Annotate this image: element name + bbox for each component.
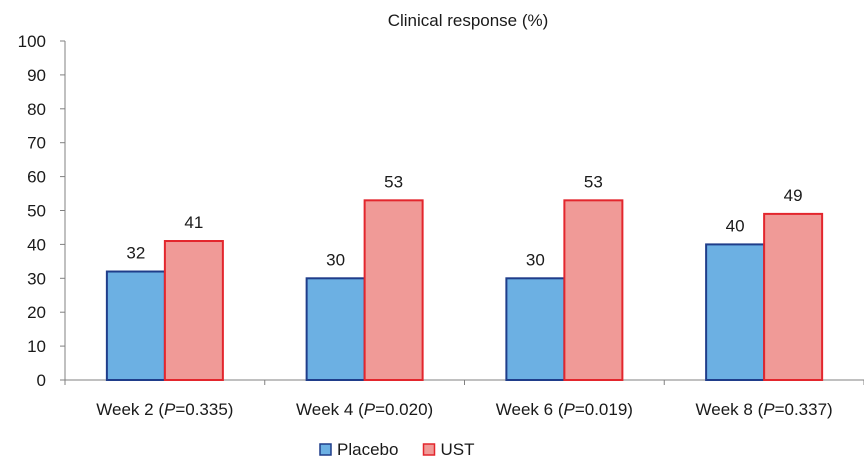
- y-tick-label: 50: [27, 202, 46, 221]
- bar-ust: [363, 199, 424, 381]
- chart-title: Clinical response (%): [388, 11, 549, 30]
- bar-ust: [763, 212, 824, 381]
- y-tick-label: 20: [27, 303, 46, 322]
- y-tick-label: 30: [27, 269, 46, 288]
- x-tick-label: Week 4 (P=0.020): [296, 400, 433, 419]
- y-tick-label: 0: [37, 371, 46, 390]
- bar-ust: [563, 199, 624, 381]
- y-tick-label: 80: [27, 100, 46, 119]
- x-tick-label: Week 6 (P=0.019): [496, 400, 633, 419]
- y-tick-label: 60: [27, 168, 46, 187]
- legend-label-placebo: Placebo: [337, 440, 398, 459]
- y-tick-label: 40: [27, 235, 46, 254]
- data-label: 40: [726, 216, 745, 235]
- data-label: 32: [126, 244, 145, 263]
- legend: Placebo UST: [319, 440, 475, 459]
- y-tick-label: 70: [27, 134, 46, 153]
- data-label: 30: [326, 250, 345, 269]
- data-label: 41: [184, 213, 203, 232]
- data-label: 53: [584, 172, 603, 191]
- y-tick-label: 100: [18, 32, 46, 51]
- x-tick-label: Week 2 (P=0.335): [96, 400, 233, 419]
- bar-placebo: [105, 270, 166, 381]
- data-labels: 32 41 30 53 30 53 40 49: [126, 172, 802, 269]
- data-label: 30: [526, 250, 545, 269]
- bar-placebo: [505, 277, 566, 381]
- bar-ust: [163, 240, 224, 381]
- data-label: 49: [784, 186, 803, 205]
- x-tick-label: Week 8 (P=0.337): [696, 400, 833, 419]
- bars: [105, 199, 824, 381]
- y-tick-label: 10: [27, 337, 46, 356]
- y-tick-label: 90: [27, 66, 46, 85]
- legend-label-ust: UST: [441, 440, 475, 459]
- bar-placebo: [705, 243, 766, 381]
- data-label: 53: [384, 172, 403, 191]
- legend-swatch-placebo: [319, 443, 332, 456]
- legend-swatch-ust: [422, 443, 436, 456]
- bar-placebo: [305, 277, 366, 381]
- axes: 0 10 20 30 40 50 60 70 80 90 100 Week 2 (P=0.335) We…: [18, 32, 864, 419]
